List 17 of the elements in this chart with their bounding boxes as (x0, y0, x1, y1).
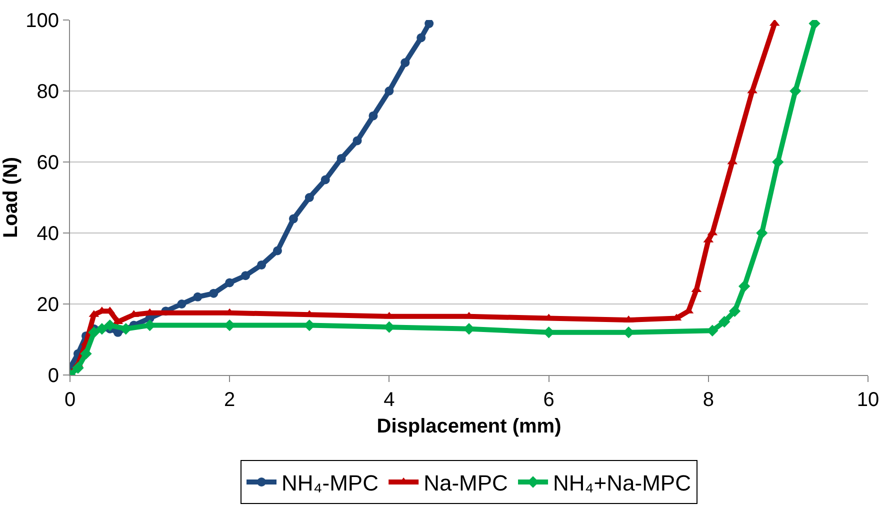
legend-label: NH₄-MPC (282, 470, 379, 496)
legend-label: NH₄+Na-MPC (553, 470, 692, 496)
y-axis-title: Load (N) (0, 156, 22, 238)
y-tick-label: 0 (48, 365, 59, 387)
legend-label: Na-MPC (424, 470, 508, 496)
x-tick-label: 8 (702, 389, 714, 411)
x-axis-title: Displacement (mm) (376, 416, 562, 438)
y-tick-label: 20 (36, 294, 59, 316)
x-tick-label: 6 (543, 389, 554, 411)
y-tick-label: 80 (36, 81, 59, 103)
y-tick-label: 100 (26, 10, 59, 32)
y-tick-label: 60 (36, 152, 59, 174)
x-tick-label: 2 (224, 389, 236, 411)
x-tick-label: 10 (856, 389, 880, 411)
x-tick-label: 0 (64, 389, 76, 411)
y-tick-label: 40 (36, 223, 59, 245)
x-tick-label: 4 (384, 389, 395, 411)
